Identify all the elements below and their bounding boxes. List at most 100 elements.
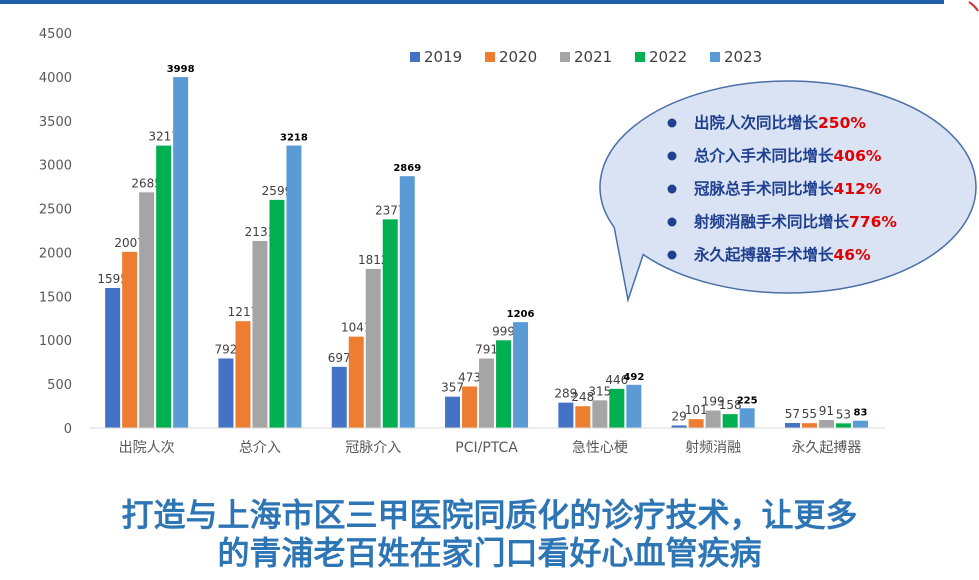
x-tick-label: 冠脉介入 (345, 440, 401, 456)
callout-item-value: 412% (834, 180, 882, 198)
data-label: 1812 (358, 253, 389, 267)
x-tick-label: PCI/PTCA (455, 440, 518, 456)
data-label: 199 (702, 395, 725, 409)
x-axis: 出院人次 总介入 冠脉介入 PCI/PTCA 急性心梗 射频消融 永久起搏器 (90, 427, 885, 456)
callout-item: 总介入手术同比增长406% (694, 146, 882, 165)
bar (513, 322, 529, 428)
bar (705, 410, 721, 428)
callout-shape (599, 80, 977, 303)
data-label: 1595 (97, 272, 128, 286)
x-tick-label: 永久起搏器 (791, 439, 861, 456)
legend-swatch (710, 52, 720, 62)
data-label: 3998 (167, 64, 195, 75)
y-tick-label: 1500 (39, 290, 72, 305)
bullet-icon (667, 250, 677, 260)
data-label: 2007 (114, 236, 145, 250)
bullet-icon (667, 151, 677, 161)
bar (286, 145, 302, 428)
bars: 1595 2007 2685 3217 3998 792 1217 2131 2599 3218 6… (97, 64, 868, 428)
bar (252, 240, 268, 428)
data-label: 999 (492, 324, 515, 338)
callout-item-text: 永久起搏器手术增长 (693, 245, 834, 264)
bar (173, 77, 189, 428)
data-label: 2599 (262, 184, 293, 198)
data-label: 83 (853, 408, 867, 419)
data-label: 101 (685, 403, 708, 417)
data-label: 2131 (245, 225, 276, 239)
bar (739, 408, 755, 428)
headline-line-1: 打造与上海市区三甲医院同质化的诊疗技术，让更多 (121, 496, 858, 534)
bar (139, 192, 155, 428)
top-rule (0, 0, 944, 4)
data-label: 697 (328, 351, 351, 365)
data-label: 2685 (131, 176, 162, 190)
legend-label: 2019 (424, 48, 462, 66)
bar (399, 176, 415, 428)
x-tick-label: 出院人次 (119, 440, 175, 456)
data-label: 91 (819, 404, 834, 418)
callout-item-text: 射频消融手术同比增长 (693, 212, 850, 231)
data-label: 158 (719, 398, 742, 412)
data-label: 492 (623, 372, 644, 383)
bar (122, 251, 138, 428)
bar (462, 386, 478, 428)
x-tick-label: 总介入 (239, 440, 281, 456)
bullet-icon (667, 217, 677, 227)
y-tick-label: 2500 (39, 203, 72, 218)
data-label: 248 (571, 390, 594, 404)
bar (609, 388, 625, 428)
bar (365, 268, 381, 428)
bar (784, 422, 800, 428)
callout-item: 永久起搏器手术增长46% (693, 245, 871, 264)
data-label: 3218 (280, 133, 308, 144)
bullet-icon (667, 118, 677, 128)
callout-item: 出院人次同比增长250% (694, 113, 866, 132)
data-label: 29 (672, 409, 687, 423)
callout-item-text: 出院人次同比增长 (694, 113, 819, 132)
data-label: 357 (441, 381, 464, 395)
callout-item-value: 250% (818, 114, 866, 132)
callout-item-text: 总介入手术同比增长 (694, 146, 834, 165)
legend-swatch (560, 52, 570, 62)
data-label: 1206 (507, 309, 535, 320)
data-label: 315 (588, 384, 611, 398)
legend-label: 2022 (649, 48, 687, 66)
bar (479, 358, 495, 428)
data-label: 2869 (393, 163, 421, 174)
callout-item-value: 406% (834, 147, 882, 165)
bar (852, 420, 868, 428)
y-tick-label: 1000 (39, 334, 72, 349)
data-label: 289 (554, 387, 577, 401)
callout-item-value: 46% (834, 246, 872, 264)
y-tick-label: 3000 (39, 159, 72, 174)
y-axis: 0 500 1000 1500 2000 2500 3000 3500 4000 4500 (39, 27, 72, 437)
data-label: 791 (475, 343, 498, 357)
bar (382, 219, 398, 428)
y-tick-label: 0 (64, 422, 72, 437)
bar (269, 199, 285, 428)
data-label: 446 (605, 373, 628, 387)
data-label: 1041 (341, 321, 372, 335)
y-tick-label: 2000 (39, 246, 72, 261)
bar (218, 358, 234, 428)
bar-chart: 0 500 1000 1500 2000 2500 3000 3500 4000 4500 159… (39, 27, 977, 456)
bar (156, 145, 172, 428)
callout-item: 冠脉总手术同比增长412% (694, 179, 882, 198)
bullet-icon (667, 184, 677, 194)
legend-swatch (635, 52, 645, 62)
y-tick-label: 4000 (39, 71, 72, 86)
legend: 2019 2020 2021 2022 2023 (410, 48, 762, 66)
bar (496, 340, 512, 428)
y-tick-label: 4500 (39, 27, 72, 42)
callout-item: 射频消融手术同比增长776% (693, 212, 897, 231)
bar (671, 425, 687, 428)
bar (835, 423, 851, 428)
legend-label: 2021 (574, 48, 612, 66)
data-label: 1217 (228, 305, 259, 319)
data-label: 53 (836, 407, 851, 421)
bar (801, 423, 817, 428)
data-label: 792 (214, 342, 237, 356)
legend-swatch (410, 52, 420, 62)
legend-label: 2020 (499, 48, 537, 66)
bar (818, 420, 834, 428)
